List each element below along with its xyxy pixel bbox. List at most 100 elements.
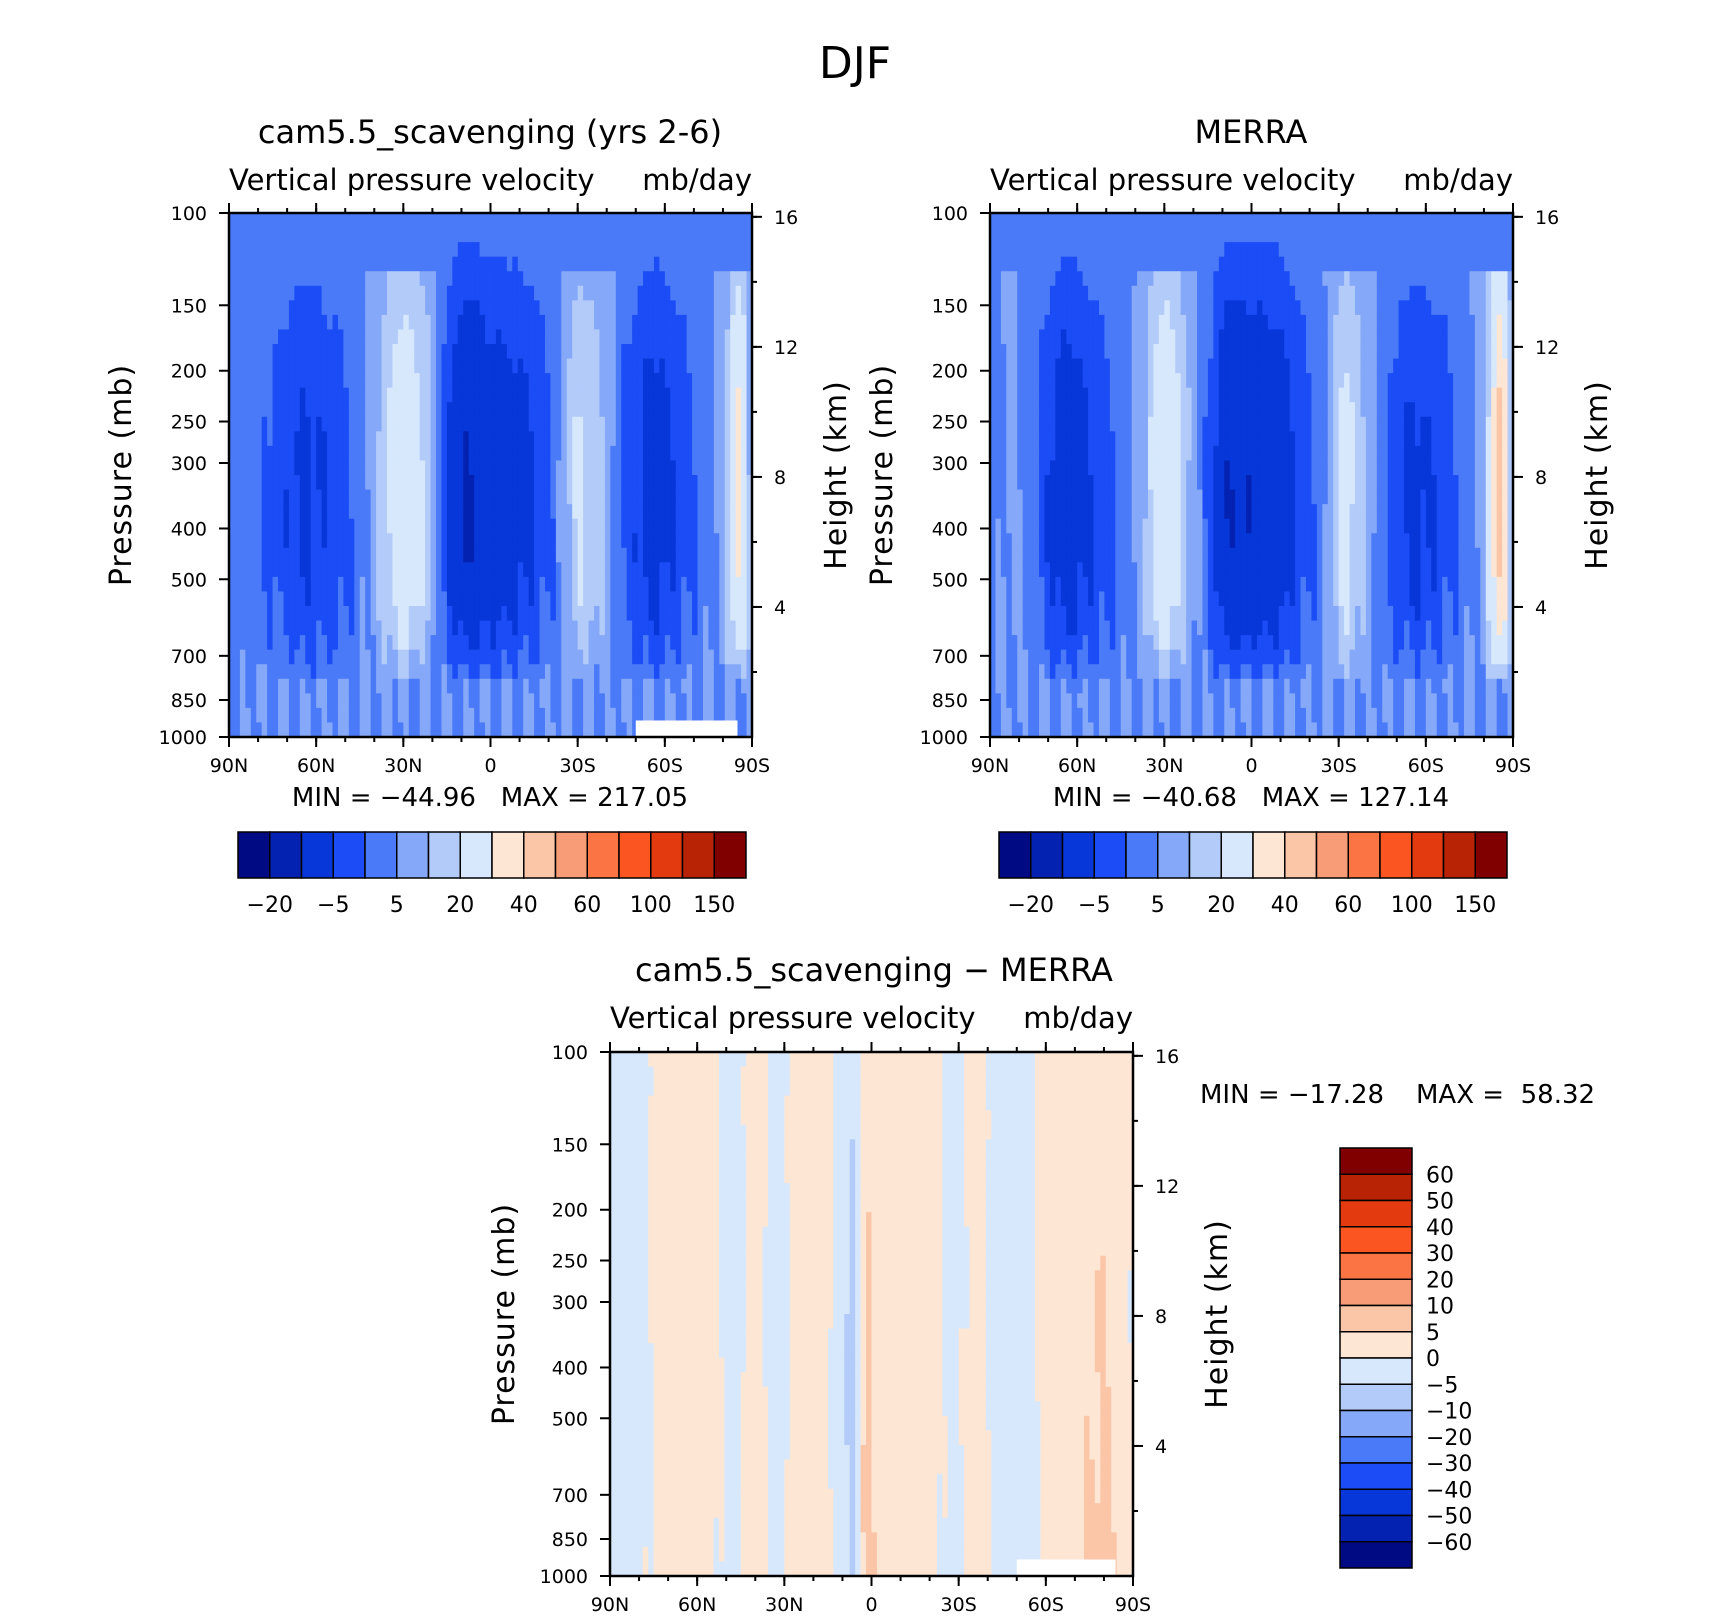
field-cell xyxy=(523,678,530,694)
field-cell xyxy=(692,285,699,301)
field-cell xyxy=(1022,722,1029,738)
field-cell xyxy=(239,213,246,229)
field-cell xyxy=(572,576,579,593)
field-cell xyxy=(299,678,306,694)
field-cell xyxy=(637,416,644,432)
field-cell xyxy=(566,562,573,578)
field-cell xyxy=(1153,475,1160,491)
field-cell xyxy=(621,329,628,345)
field-cell xyxy=(512,402,519,418)
field-cell xyxy=(310,547,317,563)
field-cell xyxy=(397,213,404,229)
field-cell xyxy=(1098,533,1106,549)
field-cell xyxy=(632,213,639,229)
field-cell xyxy=(485,591,492,607)
field-cell xyxy=(1049,300,1056,316)
field-cell xyxy=(1126,649,1133,665)
field-cell xyxy=(485,460,492,476)
field-cell xyxy=(594,358,601,374)
field-cell xyxy=(1022,678,1029,694)
field-cell xyxy=(675,431,682,447)
field-cell xyxy=(675,271,682,287)
field-cell xyxy=(708,402,715,418)
field-cell xyxy=(708,227,715,243)
field-cell xyxy=(1060,504,1067,520)
field-cell xyxy=(343,533,350,549)
field-cell xyxy=(299,344,306,360)
field-cell xyxy=(441,707,448,724)
field-cell xyxy=(370,416,377,432)
field-cell xyxy=(463,562,470,578)
field-cell xyxy=(419,416,426,432)
field-cell xyxy=(452,314,459,331)
field-cell xyxy=(474,445,481,462)
field-cell xyxy=(1137,416,1144,432)
field-cell xyxy=(310,722,317,738)
field-cell xyxy=(386,402,394,418)
field-cell xyxy=(430,460,437,476)
field-cell xyxy=(327,504,334,520)
field-cell xyxy=(583,213,590,229)
field-cell xyxy=(626,314,633,331)
field-cell xyxy=(348,358,355,374)
field-cell xyxy=(610,606,617,622)
field-cell xyxy=(1049,475,1056,491)
field-cell xyxy=(359,329,366,345)
field-cell xyxy=(337,693,345,709)
field-cell xyxy=(414,649,421,665)
field-cell xyxy=(572,620,579,636)
field-cell xyxy=(1017,518,1024,534)
field-cell xyxy=(1055,678,1062,694)
field-cell xyxy=(316,606,323,622)
field-cell xyxy=(1055,504,1062,520)
field-cell xyxy=(995,227,1002,243)
field-cell xyxy=(272,533,279,549)
field-cell xyxy=(1109,693,1116,709)
field-cell xyxy=(637,576,644,593)
field-cell xyxy=(561,402,568,418)
field-cell xyxy=(446,693,453,709)
field-cell xyxy=(664,707,671,724)
field-cell xyxy=(1147,504,1155,520)
field-cell xyxy=(288,591,295,607)
field-cell xyxy=(544,213,552,229)
field-cell xyxy=(555,460,562,476)
field-cell xyxy=(479,445,486,462)
field-cell xyxy=(746,344,753,360)
field-cell xyxy=(316,344,323,360)
field-cell xyxy=(327,591,334,607)
field-cell xyxy=(692,387,699,403)
field-cell xyxy=(1028,635,1035,651)
field-cell xyxy=(1049,256,1056,272)
field-cell xyxy=(250,329,257,345)
field-cell xyxy=(332,344,339,360)
field-cell xyxy=(583,445,590,462)
field-cell xyxy=(463,213,470,229)
field-cell xyxy=(1093,300,1100,316)
field-cell xyxy=(419,213,426,229)
field-cell xyxy=(463,387,470,403)
field-cell xyxy=(670,373,677,389)
field-cell xyxy=(495,562,502,578)
field-cell xyxy=(555,475,562,491)
field-cell xyxy=(397,606,404,622)
field-cell xyxy=(381,504,388,520)
field-cell xyxy=(1147,416,1155,432)
field-cell xyxy=(523,387,530,403)
field-cell xyxy=(1104,562,1111,578)
field-cell xyxy=(1093,416,1100,432)
field-cell xyxy=(463,664,470,680)
field-cell xyxy=(1055,387,1062,403)
field-cell xyxy=(490,591,497,607)
field-cell xyxy=(288,344,295,360)
field-cell xyxy=(343,489,350,505)
field-cell xyxy=(305,649,312,665)
field-cell xyxy=(1098,518,1106,534)
field-cell xyxy=(1142,227,1149,243)
field-cell xyxy=(528,344,535,360)
field-cell xyxy=(1137,591,1144,607)
field-cell xyxy=(566,489,573,505)
field-cell xyxy=(697,649,704,665)
field-cell xyxy=(555,387,562,403)
field-cell xyxy=(708,606,715,622)
